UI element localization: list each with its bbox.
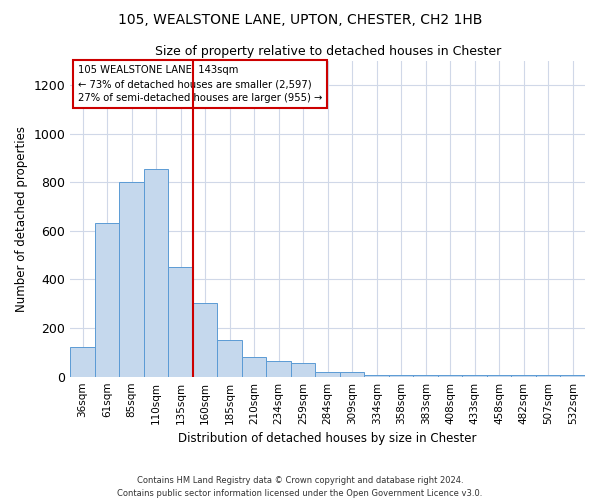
Bar <box>70 348 95 376</box>
Text: Contains HM Land Registry data © Crown copyright and database right 2024.
Contai: Contains HM Land Registry data © Crown c… <box>118 476 482 498</box>
Text: 105 WEALSTONE LANE: 143sqm
← 73% of detached houses are smaller (2,597)
27% of s: 105 WEALSTONE LANE: 143sqm ← 73% of deta… <box>78 66 322 104</box>
Title: Size of property relative to detached houses in Chester: Size of property relative to detached ho… <box>155 45 501 58</box>
Bar <box>364 374 389 376</box>
Bar <box>389 374 413 376</box>
Bar <box>413 374 438 376</box>
Bar <box>438 374 463 376</box>
Bar <box>340 372 364 376</box>
Bar <box>169 268 193 376</box>
Bar <box>217 340 242 376</box>
Bar <box>242 357 266 376</box>
Bar <box>266 361 291 376</box>
Y-axis label: Number of detached properties: Number of detached properties <box>15 126 28 312</box>
Bar <box>291 364 316 376</box>
Bar <box>463 374 487 376</box>
Bar <box>144 169 169 376</box>
Bar <box>316 372 340 376</box>
Bar <box>193 302 217 376</box>
Bar <box>95 224 119 376</box>
Bar <box>487 374 511 376</box>
Bar <box>560 374 585 376</box>
Bar <box>536 374 560 376</box>
Bar <box>119 182 144 376</box>
X-axis label: Distribution of detached houses by size in Chester: Distribution of detached houses by size … <box>178 432 477 445</box>
Text: 105, WEALSTONE LANE, UPTON, CHESTER, CH2 1HB: 105, WEALSTONE LANE, UPTON, CHESTER, CH2… <box>118 12 482 26</box>
Bar <box>511 374 536 376</box>
